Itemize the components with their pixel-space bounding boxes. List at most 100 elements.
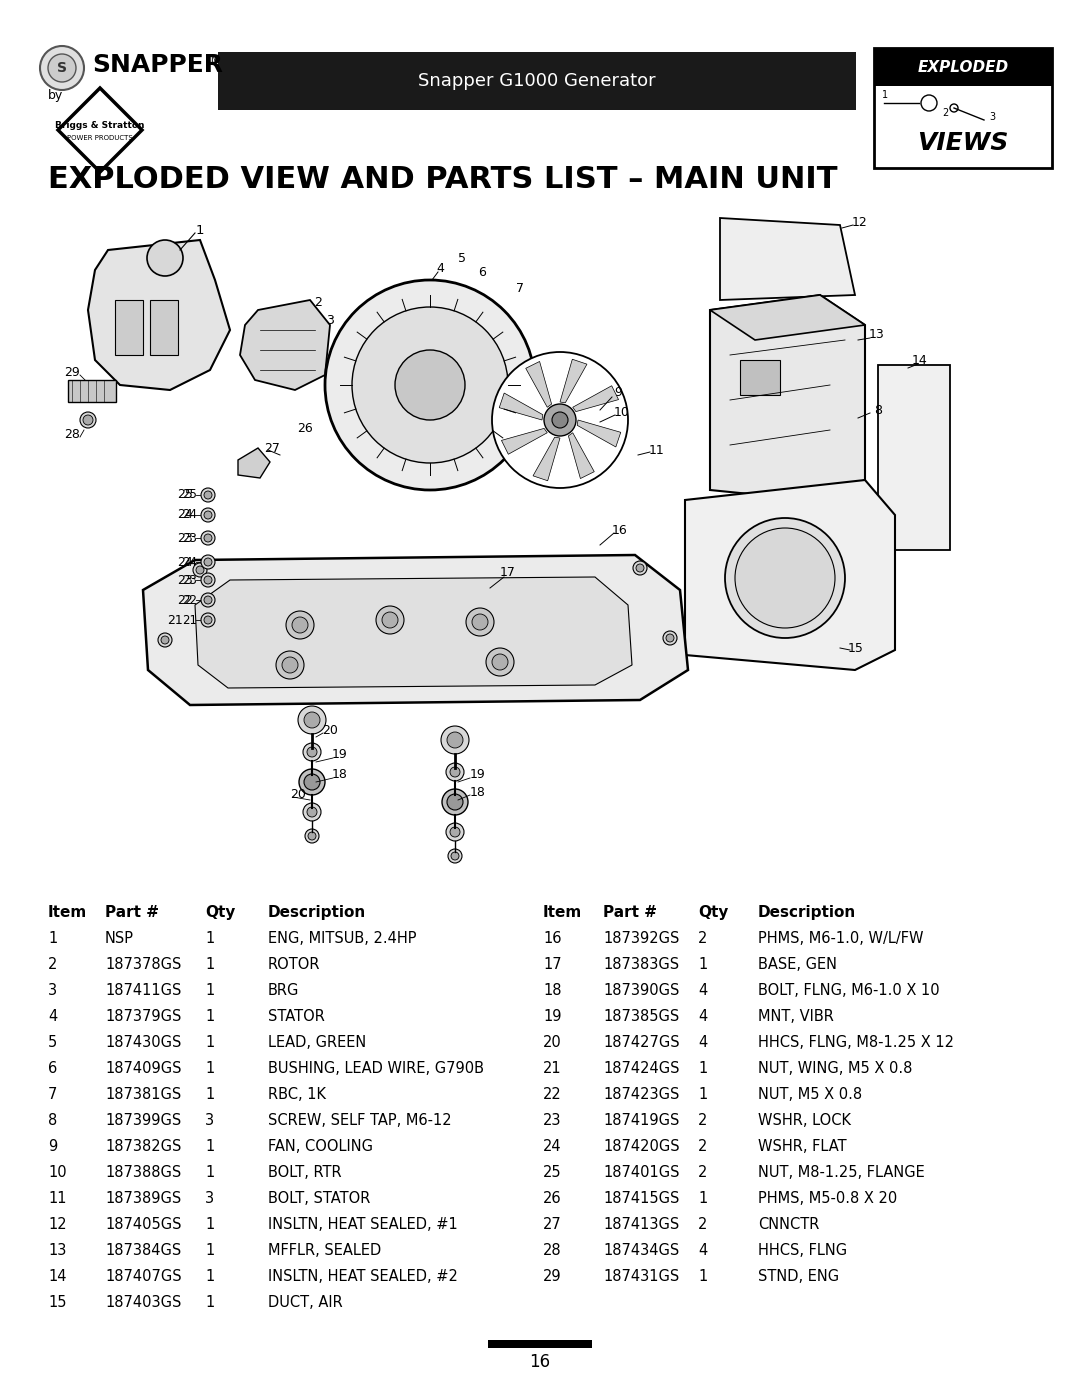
Text: 22: 22 (177, 594, 193, 606)
Text: 3: 3 (989, 112, 995, 122)
Text: 26: 26 (297, 422, 313, 434)
Polygon shape (720, 218, 855, 300)
Text: 26: 26 (543, 1192, 562, 1206)
Text: 14: 14 (48, 1268, 67, 1284)
Text: 27: 27 (543, 1217, 562, 1232)
Text: 3: 3 (48, 983, 57, 997)
Text: RBC, 1K: RBC, 1K (268, 1087, 326, 1102)
Text: BOLT, FLNG, M6-1.0 X 10: BOLT, FLNG, M6-1.0 X 10 (758, 983, 940, 997)
Text: 14: 14 (913, 353, 928, 366)
Text: 22: 22 (183, 594, 198, 606)
Text: INSLTN, HEAT SEALED, #1: INSLTN, HEAT SEALED, #1 (268, 1217, 458, 1232)
Circle shape (472, 615, 488, 630)
Text: LEAD, GREEN: LEAD, GREEN (268, 1035, 366, 1051)
Circle shape (446, 763, 464, 781)
Text: 18: 18 (470, 785, 486, 799)
Text: 1: 1 (205, 1139, 214, 1154)
Text: 187401GS: 187401GS (603, 1165, 679, 1180)
Text: Description: Description (758, 905, 856, 921)
Polygon shape (501, 429, 548, 454)
Circle shape (292, 617, 308, 633)
Text: 1: 1 (205, 1035, 214, 1051)
Text: 24: 24 (183, 556, 198, 569)
Text: 187411GS: 187411GS (105, 983, 181, 997)
Text: 187388GS: 187388GS (105, 1165, 181, 1180)
Text: 21: 21 (167, 613, 183, 626)
Circle shape (308, 833, 316, 840)
Text: 1: 1 (698, 1192, 707, 1206)
Circle shape (492, 654, 508, 671)
Circle shape (486, 648, 514, 676)
Circle shape (633, 562, 647, 576)
Polygon shape (58, 88, 141, 172)
Circle shape (376, 606, 404, 634)
Circle shape (158, 633, 172, 647)
Circle shape (298, 705, 326, 733)
Text: 1: 1 (205, 1217, 214, 1232)
Text: 2: 2 (698, 1165, 707, 1180)
Text: 29: 29 (64, 366, 80, 379)
Circle shape (666, 634, 674, 643)
Circle shape (307, 807, 318, 817)
Circle shape (447, 793, 463, 810)
Circle shape (193, 563, 207, 577)
Bar (740, 360, 780, 395)
Circle shape (201, 573, 215, 587)
Text: 25: 25 (177, 489, 193, 502)
Text: 1: 1 (205, 1009, 214, 1024)
Circle shape (201, 509, 215, 522)
Polygon shape (526, 362, 552, 408)
Text: 8: 8 (48, 1113, 57, 1127)
Text: 4: 4 (698, 1243, 707, 1259)
Text: 1: 1 (205, 930, 214, 946)
Text: 13: 13 (48, 1243, 66, 1259)
Text: PHMS, M5-0.8 X 20: PHMS, M5-0.8 X 20 (758, 1192, 897, 1206)
Text: 16: 16 (543, 930, 562, 946)
Text: 1: 1 (698, 1060, 707, 1076)
Circle shape (465, 608, 494, 636)
Text: 1: 1 (205, 1295, 214, 1310)
Polygon shape (87, 240, 230, 390)
Text: 15: 15 (848, 641, 864, 655)
Circle shape (352, 307, 508, 462)
Text: 2: 2 (48, 957, 57, 972)
Text: 187415GS: 187415GS (603, 1192, 679, 1206)
Text: 11: 11 (649, 443, 665, 457)
Text: NUT, M8-1.25, FLANGE: NUT, M8-1.25, FLANGE (758, 1165, 924, 1180)
Text: 187431GS: 187431GS (603, 1268, 679, 1284)
Text: 16: 16 (529, 1354, 551, 1370)
Text: 28: 28 (543, 1243, 562, 1259)
Text: 187420GS: 187420GS (603, 1139, 679, 1154)
Text: 20: 20 (322, 724, 338, 736)
Text: 4: 4 (48, 1009, 57, 1024)
Text: 24: 24 (177, 509, 193, 521)
Text: EXPLODED VIEW AND PARTS LIST – MAIN UNIT: EXPLODED VIEW AND PARTS LIST – MAIN UNIT (48, 165, 837, 194)
Text: BOLT, STATOR: BOLT, STATOR (268, 1192, 370, 1206)
Text: WSHR, LOCK: WSHR, LOCK (758, 1113, 851, 1127)
Circle shape (303, 712, 320, 728)
Text: 2: 2 (698, 1113, 707, 1127)
Text: 187379GS: 187379GS (105, 1009, 181, 1024)
Text: 15: 15 (48, 1295, 67, 1310)
Text: Snapper G1000 Generator: Snapper G1000 Generator (418, 73, 656, 89)
Text: MNT, VIBR: MNT, VIBR (758, 1009, 834, 1024)
Text: 6: 6 (478, 267, 486, 279)
Text: 5: 5 (458, 251, 465, 264)
Circle shape (395, 351, 465, 420)
Text: 24: 24 (543, 1139, 562, 1154)
Text: 187434GS: 187434GS (603, 1243, 679, 1259)
Text: BRG: BRG (268, 983, 299, 997)
Text: MFFLR, SEALED: MFFLR, SEALED (268, 1243, 381, 1259)
Text: 8: 8 (874, 404, 882, 416)
Text: 187430GS: 187430GS (105, 1035, 181, 1051)
Circle shape (201, 613, 215, 627)
Text: TM: TM (205, 54, 219, 66)
Text: 25: 25 (183, 489, 198, 502)
Text: 4: 4 (698, 1035, 707, 1051)
Circle shape (450, 767, 460, 777)
Text: 2: 2 (698, 1139, 707, 1154)
Circle shape (299, 768, 325, 795)
Text: 5: 5 (48, 1035, 57, 1051)
Text: 1: 1 (205, 1165, 214, 1180)
Text: 187424GS: 187424GS (603, 1060, 679, 1076)
